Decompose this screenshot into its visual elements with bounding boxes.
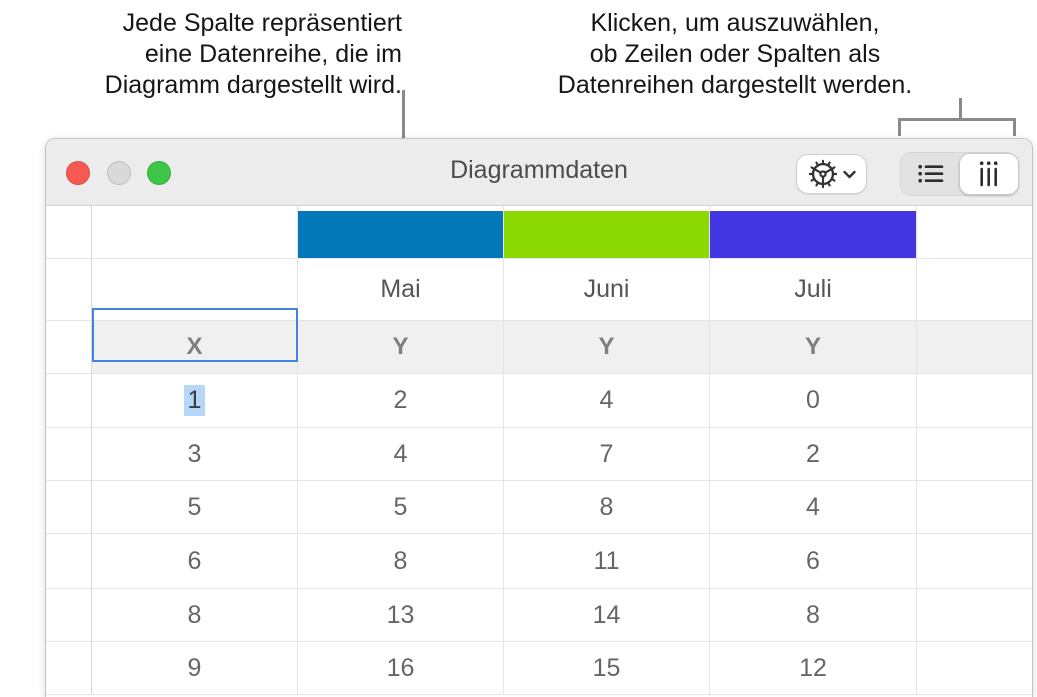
rows-as-series-icon: [917, 164, 944, 184]
table-cell[interactable]: 6: [710, 534, 917, 589]
minimize-button[interactable]: [107, 161, 131, 185]
table-cell[interactable]: 14: [504, 589, 710, 642]
chevron-down-icon: [842, 170, 856, 179]
table-cell-selected[interactable]: 1: [92, 374, 298, 428]
row-header-cell: [46, 428, 92, 481]
table-cell[interactable]: 4: [710, 481, 917, 534]
series-bar-cell[interactable]: [504, 206, 710, 259]
table-cell[interactable]: 0: [710, 374, 917, 428]
column-header-mai[interactable]: Mai: [298, 259, 504, 321]
table-cell[interactable]: 5: [298, 481, 504, 534]
callout-line: Diagramm dargestellt wird.: [104, 71, 402, 99]
series-bar-cell[interactable]: [92, 206, 298, 259]
series-orientation-toggle: [900, 152, 1019, 196]
row-header-cell: [46, 374, 92, 428]
callout-bracket-tick: [1013, 118, 1016, 136]
close-button[interactable]: [66, 161, 90, 185]
table-cell[interactable]: 8: [710, 589, 917, 642]
table-cell[interactable]: 13: [298, 589, 504, 642]
column-header-juli[interactable]: Juli: [710, 259, 917, 321]
row-header-cell: [46, 206, 92, 259]
table-cell[interactable]: 8: [504, 481, 710, 534]
table-cell[interactable]: [917, 534, 1032, 589]
table-cell[interactable]: [917, 589, 1032, 642]
row-header-cell: [46, 589, 92, 642]
callout-line: ob Zeilen oder Spalten als: [589, 40, 881, 68]
selected-cell-text: 1: [183, 385, 206, 416]
callout-bracket-bar: [898, 118, 1016, 121]
window-titlebar: Diagrammdaten: [46, 139, 1032, 206]
chart-data-table: Mai Juni Juli X Y Y Y 1 2 4 0 3 4 7 2 5 …: [46, 206, 1032, 697]
row-header-cell: [46, 259, 92, 321]
row-header-cell: [46, 534, 92, 589]
series-bar-cell[interactable]: [298, 206, 504, 259]
series-color-bar-blue: [298, 211, 503, 258]
table-cell[interactable]: 3: [92, 428, 298, 481]
zoom-button[interactable]: [147, 161, 171, 185]
table-cell[interactable]: 8: [92, 589, 298, 642]
table-cell[interactable]: 11: [504, 534, 710, 589]
callout-bracket-stem: [959, 98, 962, 120]
callout-columns-explanation: Jede Spalte repräsentiert eine Datenreih…: [38, 8, 402, 101]
columns-as-series-segment[interactable]: [959, 153, 1019, 195]
callout-line: eine Datenreihe, die im: [144, 40, 402, 68]
table-cell[interactable]: 6: [92, 534, 298, 589]
table-cell[interactable]: 4: [298, 428, 504, 481]
series-bar-cell: [917, 206, 1032, 259]
table-cell[interactable]: 2: [298, 374, 504, 428]
series-bar-cell[interactable]: [710, 206, 917, 259]
callout-line: Klicken, um auszuwählen,: [590, 9, 880, 37]
table-cell[interactable]: 5: [92, 481, 298, 534]
callout-line: Jede Spalte repräsentiert: [122, 9, 402, 37]
table-cell[interactable]: 2: [710, 428, 917, 481]
series-color-bar-green: [504, 211, 709, 258]
callout-toggle-explanation: Klicken, um auszuwählen, ob Zeilen oder …: [520, 8, 950, 101]
table-cell[interactable]: 4: [504, 374, 710, 428]
chart-data-window: Diagrammdaten: [45, 138, 1033, 697]
row-header-cell: [46, 481, 92, 534]
column-header-cell: [917, 259, 1032, 321]
table-cell[interactable]: 12: [710, 642, 917, 695]
table-cell[interactable]: 16: [298, 642, 504, 695]
table-cell[interactable]: [917, 481, 1032, 534]
column-header-cell[interactable]: [92, 259, 298, 321]
table-cell[interactable]: 15: [504, 642, 710, 695]
axis-label-y[interactable]: Y: [710, 321, 917, 374]
chart-options-button[interactable]: [796, 154, 867, 194]
axis-label-y[interactable]: Y: [504, 321, 710, 374]
table-cell[interactable]: 8: [298, 534, 504, 589]
series-color-bar-violet: [710, 211, 916, 258]
axis-label-y[interactable]: Y: [298, 321, 504, 374]
window-title: Diagrammdaten: [450, 156, 628, 184]
row-header-cell: [46, 642, 92, 695]
table-cell[interactable]: 9: [92, 642, 298, 695]
table-cell[interactable]: [917, 374, 1032, 428]
row-header-cell: [46, 321, 92, 374]
axis-label-cell: [917, 321, 1032, 374]
axis-label-x[interactable]: X: [92, 321, 298, 374]
callout-bracket-tick: [898, 118, 901, 136]
table-cell[interactable]: 7: [504, 428, 710, 481]
table-cell[interactable]: [917, 428, 1032, 481]
columns-as-series-icon: [979, 161, 999, 187]
column-header-juni[interactable]: Juni: [504, 259, 710, 321]
table-cell[interactable]: [917, 642, 1032, 695]
gear-icon: [808, 159, 838, 189]
callout-line: Datenreihen dargestellt werden.: [557, 71, 913, 99]
rows-as-series-segment[interactable]: [901, 153, 960, 195]
